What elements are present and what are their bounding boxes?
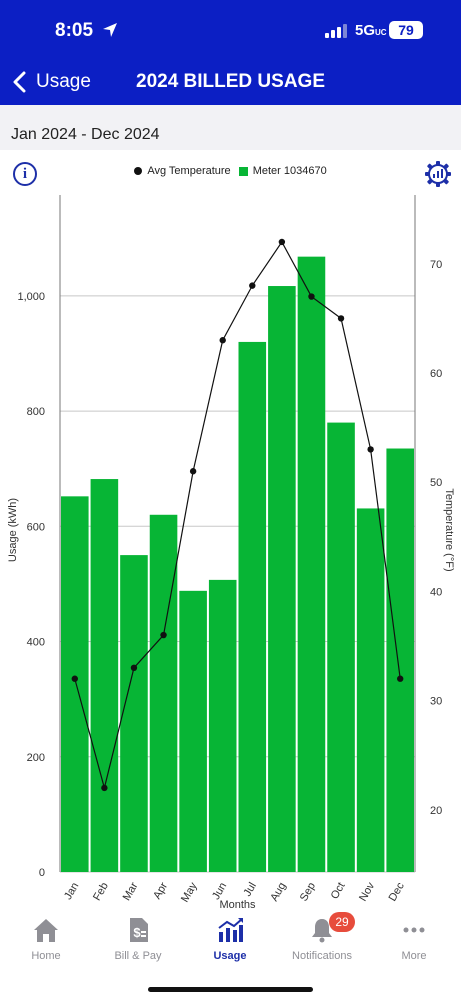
temperature-point <box>397 675 404 682</box>
back-button[interactable]: Usage <box>12 68 91 96</box>
page-title: 2024 BILLED USAGE <box>136 71 325 92</box>
temperature-point <box>219 337 226 344</box>
usage-bar <box>268 286 296 872</box>
y-tick-label: 800 <box>27 406 45 418</box>
x-tick-label: Sep <box>298 881 318 904</box>
usage-bar <box>297 256 326 872</box>
temperature-point <box>337 315 345 322</box>
bill-icon: $ <box>130 918 148 942</box>
temperature-point <box>130 664 138 672</box>
usage-bar <box>61 496 89 872</box>
temperature-point <box>367 446 374 453</box>
chart-legend: Avg Temperature Meter 1034670 <box>0 165 461 177</box>
usage-bar <box>208 579 237 872</box>
x-tick-label: Mar <box>121 880 141 903</box>
y-tick-label: 0 <box>39 867 45 879</box>
bell-icon <box>312 919 332 943</box>
navigation-bar: Usage 2024 BILLED USAGE <box>0 58 461 105</box>
usage-bar <box>179 590 207 872</box>
usage-chart-icon <box>218 918 243 942</box>
y-tick-label: 400 <box>27 637 45 649</box>
tab-usage[interactable]: Usage <box>184 916 276 962</box>
legend-meter-label: Meter 1034670 <box>252 165 327 177</box>
usage-bar <box>238 341 267 872</box>
more-dots-icon <box>403 927 425 933</box>
x-tick-label: Jul <box>241 881 258 899</box>
x-tick-label: Feb <box>91 881 111 903</box>
y-right-axis-label: Temperature (°F) <box>443 488 455 571</box>
x-tick-label: Oct <box>329 881 348 902</box>
tab-usage-label: Usage <box>213 950 247 962</box>
date-range-label: Jan 2024 - Dec 2024 <box>11 126 160 143</box>
svg-text:$: $ <box>133 925 141 940</box>
legend-meter[interactable]: Meter 1034670 <box>238 165 327 177</box>
location-arrow-icon <box>103 23 117 37</box>
x-tick-label: Apr <box>151 880 170 901</box>
usage-bar <box>120 555 148 872</box>
y-right-tick-label: 70 <box>430 259 442 271</box>
temperature-point <box>71 675 78 682</box>
y-right-tick-label: 60 <box>430 368 442 380</box>
y-tick-label: 600 <box>27 521 45 533</box>
temperature-point <box>249 282 256 289</box>
x-tick-label: Nov <box>357 880 377 903</box>
tab-home-label: Home <box>31 950 61 962</box>
usage-chart: 0 200 400 600 800 1,000 20 30 40 50 60 70 Jan Feb Mar A… <box>7 195 455 910</box>
notifications-badge: 29 <box>329 912 355 932</box>
usage-bar <box>356 508 385 872</box>
tab-bill-pay-label: Bill & Pay <box>114 950 162 962</box>
y-tick-label: 1,000 <box>17 291 45 303</box>
legend-square-marker <box>238 166 248 176</box>
y-right-tick-label: 20 <box>430 805 442 817</box>
tab-bar: Home $ Bill & Pay Usage Notifications 29… <box>0 910 461 1000</box>
temperature-point <box>101 784 108 792</box>
usage-bar <box>149 514 178 872</box>
chart-settings-gear-icon[interactable] <box>424 160 452 188</box>
back-label: Usage <box>36 71 91 92</box>
tab-bill-pay[interactable]: $ Bill & Pay <box>92 916 184 962</box>
tab-home[interactable]: Home <box>0 916 92 962</box>
date-range-bar: Jan 2024 - Dec 2024 <box>0 105 461 150</box>
battery-icon: 79 <box>389 21 423 39</box>
network-indicator: 5GUC <box>355 22 387 39</box>
x-tick-label: Jan <box>62 881 81 902</box>
x-tick-label: May <box>179 880 200 904</box>
y-tick-label: 200 <box>27 752 45 764</box>
x-tick-label: Aug <box>268 881 288 904</box>
status-time: 8:05 <box>55 20 94 41</box>
usage-bar <box>386 448 414 872</box>
y-right-tick-label: 30 <box>430 696 442 708</box>
home-indicator <box>148 987 313 992</box>
tab-notifications[interactable]: Notifications 29 <box>276 912 368 962</box>
legend-temperature-label: Avg Temperature <box>147 165 231 177</box>
temperature-point <box>189 468 197 475</box>
x-tick-label: Dec <box>387 880 407 903</box>
y-right-tick-label: 40 <box>430 586 442 598</box>
x-axis-label: Months <box>219 899 256 910</box>
y-right-tick-label: 50 <box>430 477 442 489</box>
legend-temperature[interactable]: Avg Temperature <box>134 165 231 177</box>
status-bar: 8:05 5GUC 79 <box>0 0 461 58</box>
usage-bar <box>327 422 355 872</box>
tab-notifications-label: Notifications <box>292 950 352 962</box>
info-icon[interactable]: i <box>13 162 37 186</box>
tab-more[interactable]: More <box>368 916 460 962</box>
legend-dot-marker <box>134 167 143 175</box>
chevron-left-icon <box>13 71 26 93</box>
home-icon <box>34 919 58 942</box>
signal-icon <box>325 24 347 38</box>
tab-more-label: More <box>401 950 427 962</box>
temperature-point <box>160 631 167 639</box>
temperature-line <box>74 240 401 791</box>
temperature-point <box>308 293 315 300</box>
temperature-point <box>278 238 286 246</box>
usage-bar <box>90 479 119 872</box>
y-axis-label: Usage (kWh) <box>7 498 19 562</box>
